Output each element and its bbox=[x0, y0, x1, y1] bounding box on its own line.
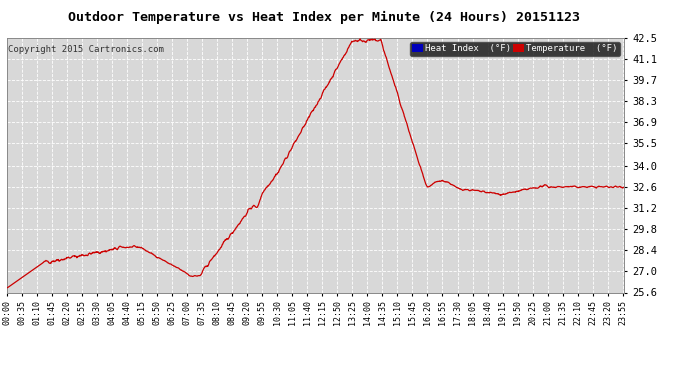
Text: Outdoor Temperature vs Heat Index per Minute (24 Hours) 20151123: Outdoor Temperature vs Heat Index per Mi… bbox=[68, 11, 580, 24]
Legend: Heat Index  (°F), Temperature  (°F): Heat Index (°F), Temperature (°F) bbox=[410, 42, 620, 56]
Text: Copyright 2015 Cartronics.com: Copyright 2015 Cartronics.com bbox=[8, 45, 164, 54]
